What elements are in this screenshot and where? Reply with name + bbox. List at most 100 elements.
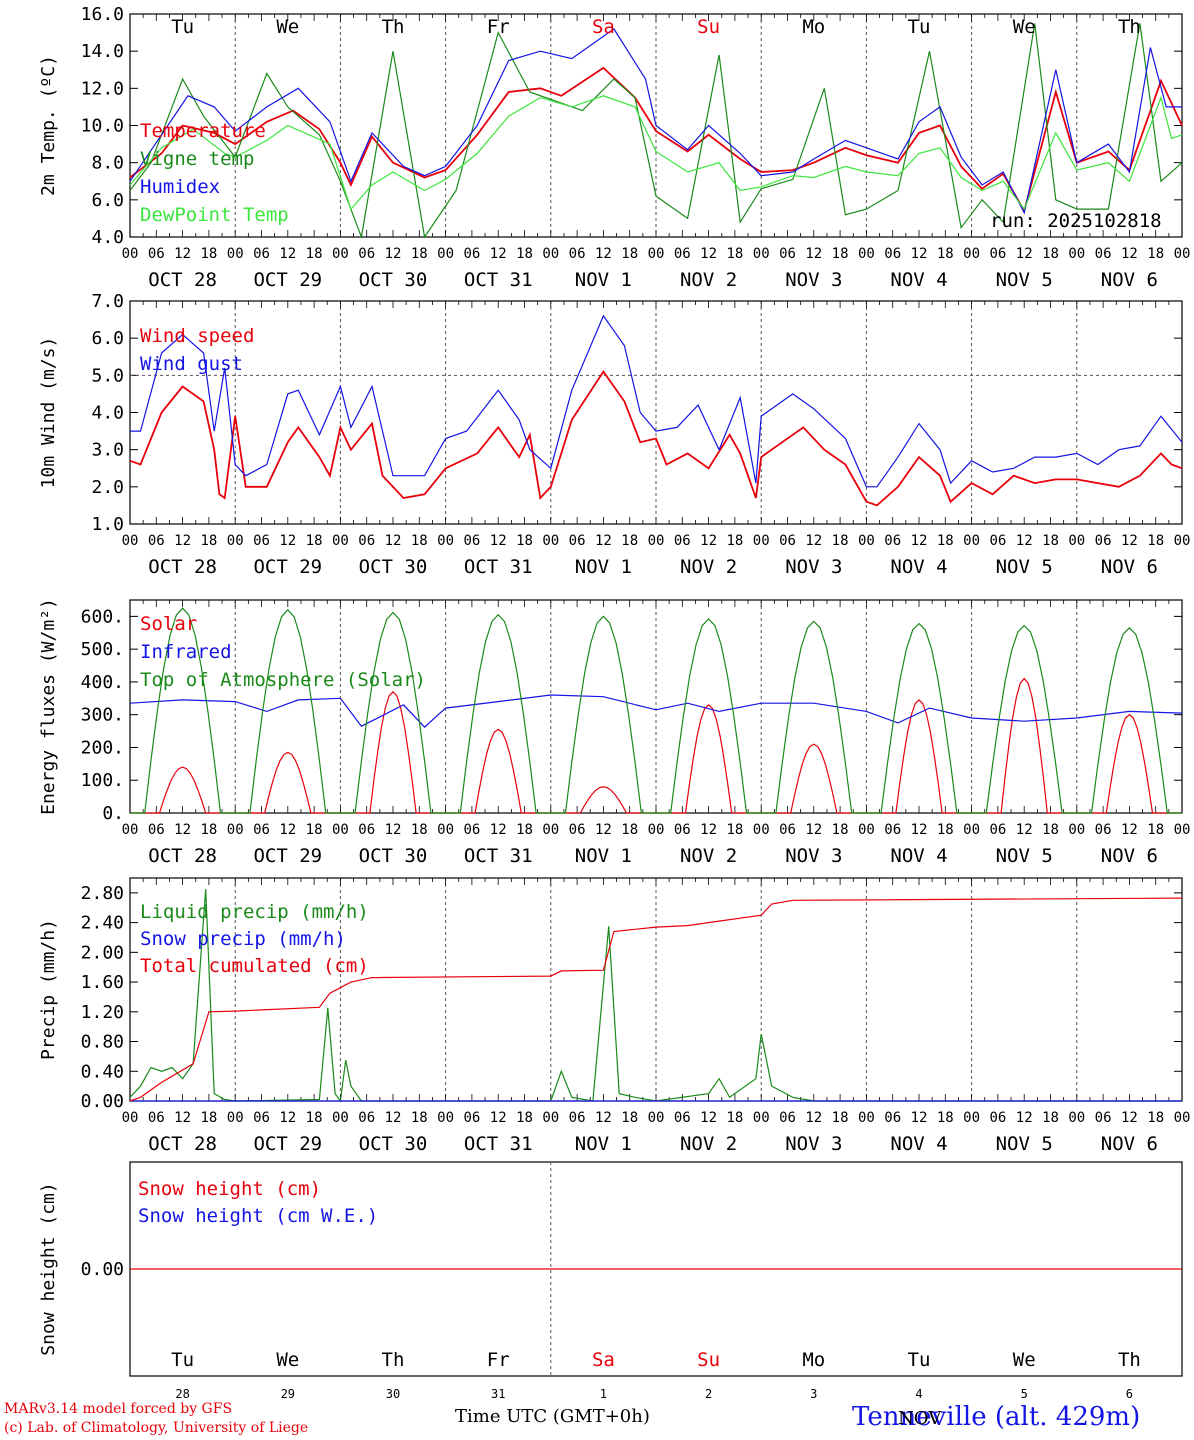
hour-label: 00 (1174, 822, 1191, 838)
date-number-label: 29 (281, 1387, 295, 1401)
hour-label: 12 (911, 822, 928, 838)
date-label: NOV 4 (890, 1133, 947, 1155)
hour-label: 18 (937, 822, 954, 838)
hour-label: 00 (122, 533, 139, 549)
hour-label: 06 (1095, 822, 1112, 838)
date-number-label: 1 (600, 1387, 607, 1401)
legend-entry: Snow height (cm W.E.) (138, 1205, 378, 1227)
hour-label: 06 (463, 533, 480, 549)
hour-label: 06 (358, 246, 375, 262)
day-name-label: Mo (802, 16, 825, 38)
hour-label: 00 (227, 1110, 244, 1126)
hour-label: 06 (569, 533, 586, 549)
hour-label: 06 (779, 822, 796, 838)
hour-label: 00 (542, 1110, 559, 1126)
hour-label: 12 (595, 1110, 612, 1126)
y-tick-label: 0.80 (81, 1032, 124, 1053)
date-label: NOV 5 (996, 845, 1053, 867)
hour-label: 06 (569, 246, 586, 262)
hour-label: 18 (1042, 1110, 1059, 1126)
hour-label: 12 (490, 246, 507, 262)
hour-label: 00 (1174, 246, 1191, 262)
legend-entry: Wind speed (140, 325, 254, 347)
date-label: OCT 30 (359, 1133, 428, 1155)
hour-label: 00 (1068, 822, 1085, 838)
legend-entry: Vigne temp (140, 148, 254, 170)
hour-label: 12 (1121, 533, 1138, 549)
y-tick-label: 4.0 (91, 403, 124, 424)
y-tick-label: 2.0 (91, 477, 124, 498)
legend-entry: Temperature (140, 120, 266, 142)
legend-entry: Snow precip (mm/h) (140, 928, 346, 950)
y-axis-label: Energy fluxes (W/m²) (38, 598, 59, 815)
y-tick-label: 600. (81, 606, 124, 627)
hour-label: 00 (227, 533, 244, 549)
hour-label: 18 (726, 1110, 743, 1126)
run-annotation: run: 2025102818 (990, 210, 1162, 232)
hour-label: 00 (1068, 1110, 1085, 1126)
hour-label: 00 (332, 822, 349, 838)
y-tick-label: 0. (102, 803, 124, 824)
hour-label: 06 (358, 822, 375, 838)
hour-label: 12 (700, 1110, 717, 1126)
hour-label: 06 (253, 1110, 270, 1126)
hour-label: 12 (805, 246, 822, 262)
hour-label: 18 (1147, 533, 1164, 549)
date-number-label: 2 (705, 1387, 712, 1401)
day-name-label: Th (382, 16, 405, 38)
hour-label: 06 (148, 822, 165, 838)
hour-label: 00 (858, 822, 875, 838)
hour-label: 18 (726, 246, 743, 262)
y-tick-label: 5.0 (91, 365, 124, 386)
hour-label: 00 (753, 1110, 770, 1126)
hour-label: 18 (411, 246, 428, 262)
y-tick-label: 2.00 (81, 942, 124, 963)
hour-label: 06 (884, 1110, 901, 1126)
hour-label: 06 (148, 1110, 165, 1126)
hour-label: 12 (174, 533, 191, 549)
hour-label: 18 (832, 822, 849, 838)
date-number-label: 31 (491, 1387, 505, 1401)
hour-label: 12 (1121, 1110, 1138, 1126)
legend-entry: DewPoint Temp (140, 204, 289, 226)
day-name-label: Fr (487, 1349, 510, 1371)
hour-label: 12 (700, 822, 717, 838)
hour-label: 06 (569, 1110, 586, 1126)
hour-label: 00 (1068, 533, 1085, 549)
legend-entry: Wind gust (140, 353, 243, 375)
hour-label: 12 (1016, 246, 1033, 262)
hour-label: 06 (253, 533, 270, 549)
hour-label: 00 (648, 1110, 665, 1126)
hour-label: 12 (174, 1110, 191, 1126)
hour-label: 18 (306, 246, 323, 262)
series-line (129, 694, 1183, 728)
date-label: NOV 3 (785, 1133, 842, 1155)
date-label: NOV 2 (680, 845, 737, 867)
hour-label: 12 (1016, 1110, 1033, 1126)
hour-label: 18 (411, 533, 428, 549)
hour-label: 00 (332, 246, 349, 262)
hour-label: 12 (490, 1110, 507, 1126)
y-tick-label: 6.0 (91, 328, 124, 349)
hour-label: 06 (989, 246, 1006, 262)
hour-label: 00 (332, 533, 349, 549)
hour-label: 00 (1174, 533, 1191, 549)
hour-label: 18 (937, 533, 954, 549)
legend-entry: Liquid precip (mm/h) (140, 901, 369, 923)
y-axis-label: Snow height (cm) (38, 1182, 59, 1355)
y-tick-label: 500. (81, 639, 124, 660)
hour-label: 18 (411, 822, 428, 838)
hour-label: 00 (753, 822, 770, 838)
hour-label: 12 (805, 1110, 822, 1126)
y-tick-label: 14.0 (81, 41, 124, 62)
hour-label: 00 (437, 246, 454, 262)
hour-label: 00 (858, 246, 875, 262)
hour-label: 06 (463, 822, 480, 838)
date-label: NOV 1 (575, 845, 632, 867)
hour-label: 12 (805, 533, 822, 549)
y-tick-label: 1.60 (81, 972, 124, 993)
hour-label: 18 (1042, 246, 1059, 262)
day-name-label: We (1013, 1349, 1036, 1371)
hour-label: 06 (884, 533, 901, 549)
hour-label: 06 (253, 822, 270, 838)
